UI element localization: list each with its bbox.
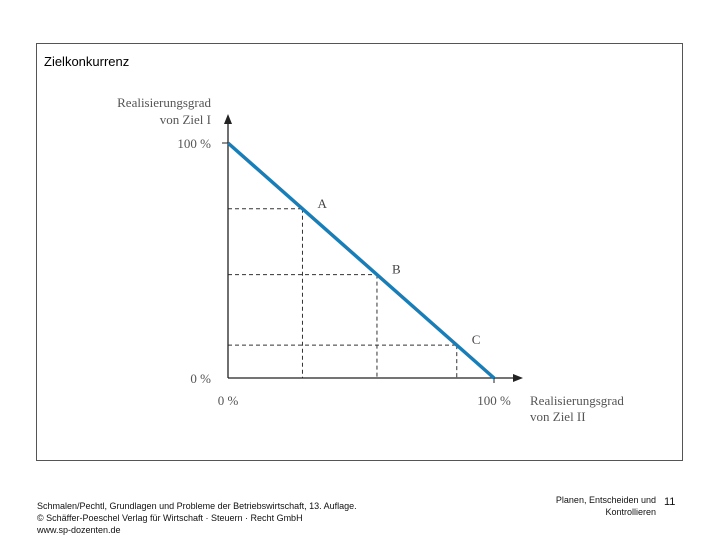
source-line-3: www.sp-dozenten.de — [37, 525, 121, 535]
point-label-c: C — [472, 332, 481, 347]
y-axis-label-line-2: von Ziel I — [160, 112, 211, 127]
y-tick-label-0: 0 % — [190, 371, 211, 386]
topic-footer: Planen, Entscheiden und Kontrollieren — [556, 494, 656, 518]
y-axis-label-line-1: Realisierungsgrad — [117, 95, 211, 110]
topic-line-2: Kontrollieren — [605, 507, 656, 517]
y-tick-label-100: 100 % — [177, 136, 211, 151]
x-axis-label-line-2: von Ziel II — [530, 409, 586, 424]
x-tick-label-0: 0 % — [218, 393, 239, 408]
page-number: 11 — [664, 496, 676, 508]
y-axis-arrow-icon — [224, 114, 232, 124]
source-line-2: © Schäffer-Poeschel Verlag für Wirtschaf… — [37, 513, 303, 523]
chart-layer: A B C Realisierungsgrad von Ziel I 100 % 0 % 0 … — [117, 95, 624, 424]
slide-title: Zielkonkurrenz — [44, 54, 130, 69]
source-footer: Schmalen/Pechtl, Grundlagen und Probleme… — [37, 500, 357, 536]
topic-line-1: Planen, Entscheiden und — [555, 495, 656, 505]
x-axis-label-line-1: Realisierungsgrad — [530, 393, 624, 408]
x-axis-arrow-icon — [513, 374, 523, 382]
point-label-b: B — [392, 262, 401, 277]
x-tick-label-100: 100 % — [477, 393, 511, 408]
series-line-0 — [226, 141, 496, 380]
source-line-1: Schmalen/Pechtl, Grundlagen und Probleme… — [37, 501, 357, 511]
point-label-a: A — [317, 196, 327, 211]
chart-frame: Zielkonkurrenz — [36, 43, 683, 461]
